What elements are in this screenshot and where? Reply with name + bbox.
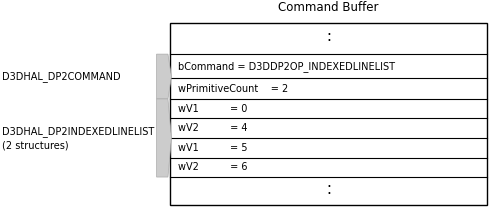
Text: ·: · — [326, 34, 331, 50]
Text: wV1          = 0: wV1 = 0 — [178, 104, 247, 114]
Text: Command Buffer: Command Buffer — [278, 1, 379, 14]
Text: D3DHAL_DP2COMMAND: D3DHAL_DP2COMMAND — [2, 71, 121, 82]
Polygon shape — [157, 99, 171, 177]
Text: ·: · — [326, 187, 331, 202]
Text: D3DHAL_DP2INDEXEDLINELIST
(2 structures): D3DHAL_DP2INDEXEDLINELIST (2 structures) — [2, 126, 155, 150]
Text: wV2          = 6: wV2 = 6 — [178, 162, 247, 172]
Bar — [170, 23, 487, 205]
Text: wV2          = 4: wV2 = 4 — [178, 123, 247, 133]
Text: bCommand = D3DDP2OP_INDEXEDLINELIST: bCommand = D3DDP2OP_INDEXEDLINELIST — [178, 61, 395, 72]
Text: ·: · — [326, 180, 331, 195]
Text: wV1          = 5: wV1 = 5 — [178, 143, 247, 153]
Text: ·: · — [326, 28, 331, 43]
Text: wPrimitiveCount    = 2: wPrimitiveCount = 2 — [178, 84, 288, 93]
Polygon shape — [157, 54, 171, 99]
